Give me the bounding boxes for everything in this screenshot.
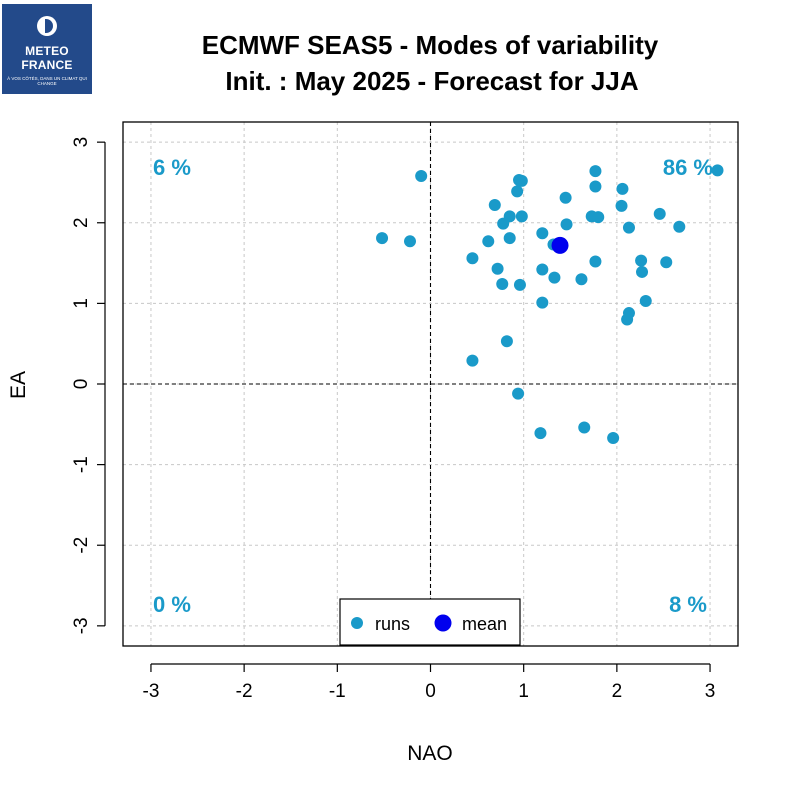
run-point: [500, 335, 513, 348]
run-point: [616, 182, 629, 195]
axes: -3 -2 -1 0 1 2 3 -3 -2 -1 0 1 2 3: [71, 121, 739, 702]
x-tick-label: 2: [612, 681, 623, 702]
run-point: [639, 294, 652, 307]
run-point: [496, 278, 509, 291]
run-point: [622, 221, 635, 234]
meteo-france-logo: METEO FRANCE À VOS CÔTÉS, DANS UN CLIMAT…: [2, 4, 92, 94]
run-point: [512, 387, 525, 400]
run-point: [560, 218, 573, 231]
run-point: [466, 252, 479, 265]
run-point: [488, 199, 501, 212]
quadrant-pct-top-right: 86 %: [663, 155, 713, 180]
run-point: [513, 278, 526, 291]
meteo-france-emblem-icon: [37, 16, 57, 36]
y-axis-label: EA: [7, 371, 30, 399]
run-point: [536, 227, 549, 240]
run-point: [491, 262, 504, 275]
run-point: [404, 235, 416, 248]
logo-line-2: FRANCE: [21, 58, 73, 72]
run-point: [575, 273, 588, 286]
run-point: [482, 235, 495, 248]
y-tick-label: -1: [71, 456, 92, 473]
quadrant-pct-bottom-right: 8 %: [669, 592, 707, 617]
run-point: [511, 185, 524, 198]
logo-line-1: METEO: [25, 44, 69, 58]
run-point: [592, 211, 605, 224]
mean-point: [551, 236, 569, 254]
run-point: [636, 265, 649, 278]
run-point: [376, 232, 389, 245]
run-point: [503, 210, 516, 223]
y-tick-label: 3: [71, 137, 92, 148]
run-point: [635, 254, 648, 267]
x-tick-label: 0: [425, 681, 436, 702]
run-point: [548, 271, 561, 284]
legend-box: [339, 598, 521, 646]
y-tick-label: -2: [71, 537, 92, 554]
run-point: [466, 354, 479, 367]
run-point: [589, 180, 602, 193]
quadrant-pct-bottom-left: 0 %: [153, 592, 191, 617]
run-point: [589, 165, 602, 178]
run-point: [559, 191, 572, 204]
run-point: [660, 256, 673, 269]
y-tick-label: 1: [71, 298, 92, 309]
x-tick-label: -1: [329, 681, 346, 702]
y-tick-label: -3: [71, 617, 92, 634]
data-points: [376, 164, 724, 445]
run-point: [536, 263, 549, 276]
plot-frame: [122, 121, 739, 647]
run-point: [589, 255, 602, 268]
x-tick-label: 1: [518, 681, 529, 702]
logo-tagline: À VOS CÔTÉS, DANS UN CLIMAT QUI CHANGE: [7, 76, 87, 86]
legend-runs-marker: [351, 617, 363, 629]
legend-mean-label: mean: [462, 614, 507, 634]
run-point: [607, 432, 620, 445]
legend-runs-label: runs: [375, 614, 410, 634]
x-axis-label: NAO: [407, 742, 453, 765]
run-point: [503, 232, 516, 245]
chart-title-line-1: ECMWF SEAS5 - Modes of variability: [202, 30, 659, 60]
run-point: [515, 210, 528, 223]
y-tick-label: 0: [71, 379, 92, 390]
run-point: [415, 170, 428, 183]
run-point: [536, 296, 549, 309]
run-point: [615, 199, 628, 212]
quadrant-pct-top-left: 6 %: [153, 155, 191, 180]
chart-title-line-2: Init. : May 2025 - Forecast for JJA: [225, 66, 638, 96]
run-point: [515, 174, 528, 187]
x-tick-label: 3: [705, 681, 716, 702]
run-point: [653, 207, 666, 220]
run-point: [622, 307, 635, 320]
run-point: [534, 427, 547, 440]
run-point: [673, 220, 686, 233]
x-tick-label: -2: [236, 681, 253, 702]
legend-mean-marker: [434, 614, 452, 632]
legend: runs mean: [339, 598, 521, 646]
y-tick-label: 2: [71, 217, 92, 228]
run-point: [578, 421, 591, 434]
grid-lines: [123, 122, 738, 646]
x-tick-label: -3: [143, 681, 160, 702]
run-point: [711, 164, 724, 177]
